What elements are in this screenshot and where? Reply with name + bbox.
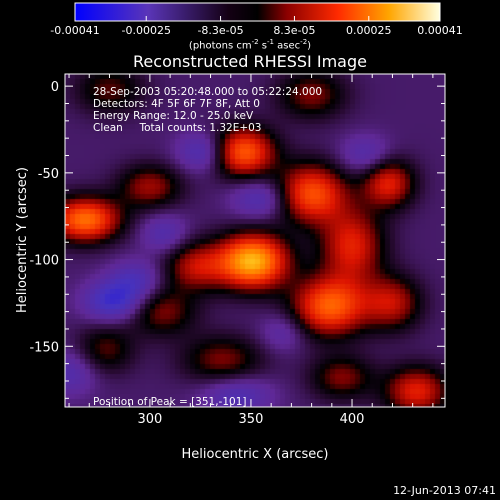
colorbar: [74, 2, 441, 22]
y-tick-label: -150: [29, 340, 59, 355]
y-tick-label: -50: [38, 167, 59, 182]
colorbar-tick-label: 8.3e-05: [273, 24, 316, 37]
peak-position-text: Position of Peak = [351,-101]: [93, 396, 247, 408]
x-axis-label: Heliocentric X (arcsec): [182, 447, 329, 462]
colorbar-tick-label: -0.00025: [121, 24, 171, 37]
time-range-text: 28-Sep-2003 05:20:48.000 to 05:22:24.000: [93, 86, 323, 98]
chart-title: Reconstructed RHESSI Image: [133, 52, 367, 71]
y-tick-label: -100: [29, 254, 59, 269]
colorbar-tick-label: -0.00041: [50, 24, 100, 37]
colorbar-units: (photons cm-2 s-1 asec-2): [188, 38, 312, 52]
plot-frame: [64, 73, 446, 408]
y-tick-label: 0: [51, 80, 59, 95]
colorbar-tick-label: 0.00025: [346, 24, 392, 37]
x-tick-label: 300: [137, 412, 162, 427]
detectors-text: Detectors: 4F 5F 6F 7F 8F, Att 0: [93, 98, 260, 110]
colorbar-gradient: [74, 2, 441, 22]
colorbar-tick-label: -8.3e-05: [197, 24, 244, 37]
x-tick-label: 400: [340, 412, 365, 427]
energy-range-text: Energy Range: 12.0 - 25.0 keV: [93, 110, 254, 122]
heatmap-image: [65, 74, 445, 407]
footer-date: 12-Jun-2013 07:41: [393, 484, 496, 497]
x-tick-label: 350: [239, 412, 264, 427]
colorbar-tick-label: 0.00041: [417, 24, 463, 37]
y-axis-label: Heliocentric Y (arcsec): [15, 167, 30, 313]
method-counts-text: Clean Total counts: 1.32E+03: [93, 122, 262, 134]
